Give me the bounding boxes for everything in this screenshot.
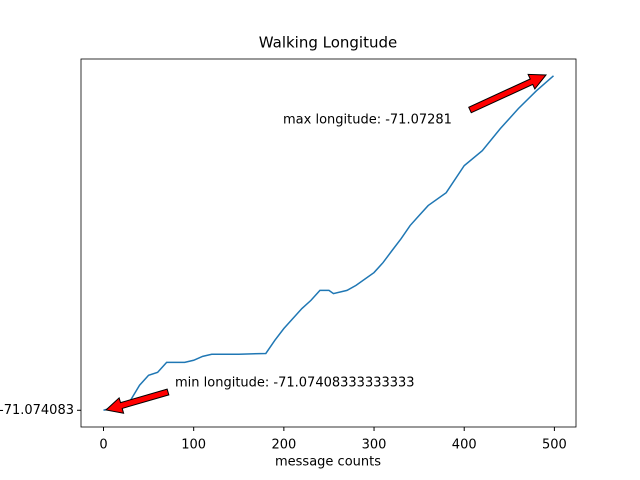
chart-title: Walking Longitude (259, 34, 398, 52)
x-tick-label: 100 (181, 438, 206, 453)
plot-frame (80, 58, 577, 428)
annotation: max longitude: -71.07281 (283, 113, 452, 128)
x-tick-label: 400 (452, 438, 477, 453)
annotation-arrow (468, 73, 548, 114)
line (103, 75, 554, 412)
x-tick-label: 200 (271, 438, 296, 453)
x-tick-label: 500 (542, 438, 567, 453)
annotation-arrow (104, 388, 170, 414)
y-tick-label: -71.074083 (0, 403, 74, 418)
annotation: min longitude: -71.07408333333333 (175, 376, 415, 391)
x-tick-label: 0 (99, 438, 107, 453)
x-axis-label: message counts (275, 455, 381, 470)
x-tick-label: 300 (362, 438, 387, 453)
